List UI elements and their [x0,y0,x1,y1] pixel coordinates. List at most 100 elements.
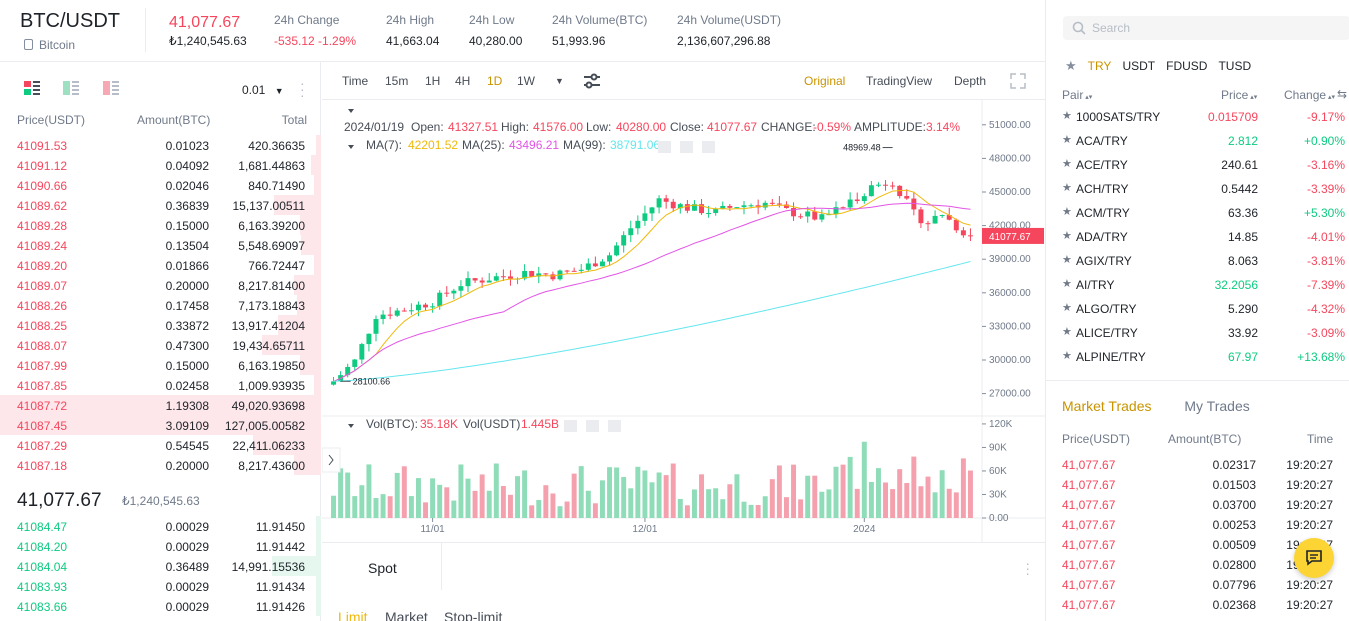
ask-amount: 0.15000 [165,359,209,373]
swap-arrows-icon[interactable]: ⇆ [1337,87,1348,101]
market-row[interactable]: ★ ACM/TRY 63.36 +5.30% [1062,203,1347,223]
quote-tab-fdusd[interactable]: FDUSD [1166,59,1208,73]
time-tick-label: 12/01 [632,524,657,535]
candle-body [791,207,797,217]
more-options-icon[interactable]: · · · [1025,555,1030,581]
interval-1d[interactable]: 1D [487,74,503,88]
interval-time[interactable]: Time [342,74,369,88]
support-chat-button[interactable] [1294,538,1334,578]
tab-market-trades[interactable]: Market Trades [1062,398,1152,414]
star-icon[interactable]: ★ [1062,278,1072,290]
ask-row[interactable]: 41091.12 0.04092 1,681.44863 [0,155,321,175]
interval-1w[interactable]: 1W [517,74,535,88]
market-row[interactable]: ★ ADA/TRY 14.85 -4.01% [1062,227,1347,247]
more-options-icon[interactable]: · · · [300,75,305,103]
bid-row[interactable]: 41083.93 0.00029 11.91434 [0,576,321,596]
bid-price: 41083.93 [17,580,68,594]
sort-price[interactable]: Price ▴▾ [1221,88,1257,102]
bid-row[interactable]: 41083.66 0.00029 11.91426 [0,596,321,616]
volume-bar [684,505,690,518]
volume-bar [500,486,506,518]
volume-bar [331,495,337,518]
quote-tab-tusd[interactable]: TUSD [1218,59,1252,73]
favorites-star-icon[interactable]: ★ [1065,58,1077,73]
star-icon[interactable]: ★ [1062,302,1072,314]
view-original[interactable]: Original [804,74,846,88]
search-box[interactable]: Search [1063,16,1349,40]
ask-row[interactable]: 41088.25 0.33872 13,917.41204 [0,315,321,335]
star-icon[interactable]: ★ [1062,326,1072,338]
ask-row[interactable]: 41087.85 0.02458 1,009.93935 [0,375,321,395]
settings-sliders-icon[interactable] [583,73,601,92]
market-price: 14.85 [1227,230,1258,244]
sort-pair[interactable]: Pair ▴▾ [1062,88,1092,102]
ask-row[interactable]: 41089.24 0.13504 5,548.69097 [0,235,321,255]
order-type-market[interactable]: Market [385,609,428,621]
market-row[interactable]: ★ 1000SATS/TRY 0.015709 -9.17% [1062,107,1347,127]
coin-name-link[interactable]: Bitcoin [24,38,75,52]
market-row[interactable]: ★ ALICE/TRY 33.92 -3.09% [1062,323,1347,343]
asks-only-layout-icon[interactable] [103,81,119,95]
market-row[interactable]: ★ ACE/TRY 240.61 -3.16% [1062,155,1347,175]
stat-label: 24h Volume(USDT) [677,13,782,27]
ask-amount: 0.20000 [165,279,209,293]
ask-row[interactable]: 41089.28 0.15000 6,163.39200 [0,215,321,235]
market-row[interactable]: ★ ACA/TRY 2.812 +0.90% [1062,131,1347,151]
market-row[interactable]: ★ ALPINE/TRY 67.97 +13.68% [1062,347,1347,367]
ask-row[interactable]: 41089.20 0.01866 766.72447 [0,255,321,275]
order-type-limit[interactable]: Limit [338,609,368,621]
ask-row[interactable]: 41088.26 0.17458 7,173.18843 [0,295,321,315]
interval-15m[interactable]: 15m [385,74,409,88]
view-tradingview[interactable]: TradingView [866,74,933,88]
market-row[interactable]: ★ AI/TRY 32.2056 -7.39% [1062,275,1347,295]
ask-row[interactable]: 41090.66 0.02046 840.71490 [0,175,321,195]
market-row[interactable]: ★ ACH/TRY 0.5442 -3.39% [1062,179,1347,199]
sort-change[interactable]: Change ▴▾ [1284,88,1335,102]
volume-bar [352,496,358,518]
ask-row[interactable]: 41089.07 0.20000 8,217.81400 [0,275,321,295]
trade-amount: 0.03700 [1212,498,1256,512]
precision-select[interactable]: 0.01 ▼ [242,83,284,97]
fullscreen-icon[interactable] [1010,73,1026,92]
spot-tab[interactable]: Spot [322,543,442,591]
star-icon[interactable]: ★ [1062,134,1072,146]
market-price: 0.015709 [1207,110,1258,124]
star-icon[interactable]: ★ [1062,254,1072,266]
star-icon[interactable]: ★ [1062,230,1072,242]
interval-4h[interactable]: 4H [455,74,471,88]
ask-row[interactable]: 41091.53 0.01023 420.36635 [0,135,321,155]
volume-bar [769,479,775,518]
order-type-stop-limit[interactable]: Stop-limit [444,609,503,621]
view-depth[interactable]: Depth [954,74,987,88]
bids-only-layout-icon[interactable] [63,81,79,95]
bid-row[interactable]: 41084.20 0.00029 11.91442 [0,536,321,556]
more-intervals-icon[interactable]: ▼ [555,76,564,86]
candle-body [769,202,775,204]
market-row[interactable]: ★ AGIX/TRY 8.063 -3.81% [1062,251,1347,271]
ask-row[interactable]: 41087.45 3.09109 127,005.00582 [0,415,321,435]
ask-row[interactable]: 41087.18 0.20000 8,217.43600 [0,455,321,475]
candlestick-chart[interactable]: 27000.00 30000.00 33000.00 36000.00 39000.00… [322,100,1045,542]
market-row[interactable]: ★ ALGO/TRY 5.290 -4.32% [1062,299,1347,319]
bid-row[interactable]: 41084.47 0.00029 11.91450 [0,516,321,536]
bid-row[interactable]: 41084.04 0.36489 14,991.15536 [0,556,321,576]
star-icon[interactable]: ★ [1062,182,1072,194]
quote-tab-usdt[interactable]: USDT [1122,59,1156,73]
quote-tab-try[interactable]: TRY [1087,59,1112,73]
eye-toggle-icon [658,141,671,153]
star-icon[interactable]: ★ [1062,158,1072,170]
col-time: Time [1307,432,1334,446]
tab-my-trades[interactable]: My Trades [1184,398,1250,414]
symbol-title[interactable]: BTC/USDT [20,10,120,32]
ask-row[interactable]: 41087.72 1.19308 49,020.93698 [0,395,321,415]
star-icon[interactable]: ★ [1062,350,1072,362]
ask-row[interactable]: 41087.99 0.15000 6,163.19850 [0,355,321,375]
ask-row[interactable]: 41088.07 0.47300 19,434.65711 [0,335,321,355]
ask-row[interactable]: 41089.62 0.36839 15,137.00511 [0,195,321,215]
star-icon[interactable]: ★ [1062,206,1072,218]
ask-row[interactable]: 41087.29 0.54545 22,411.06233 [0,435,321,455]
star-icon[interactable]: ★ [1062,110,1072,122]
both-sides-layout-icon[interactable] [24,81,40,95]
interval-1h[interactable]: 1H [425,74,441,88]
ohlc-info: Low: [586,120,611,134]
